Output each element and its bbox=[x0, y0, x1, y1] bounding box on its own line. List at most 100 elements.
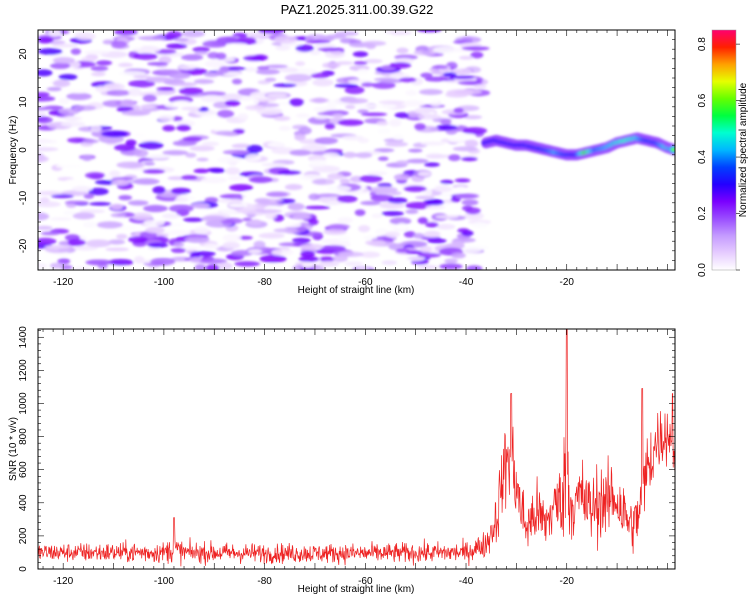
spectrogram-cell bbox=[318, 256, 336, 262]
spectrogram-cell bbox=[396, 248, 410, 253]
figure-title: PAZ1.2025.311.00.39.G22 bbox=[281, 2, 434, 17]
spectrogram-cell bbox=[90, 65, 109, 72]
spectrogram-cell bbox=[310, 72, 330, 79]
spectrogram-cell bbox=[133, 255, 145, 264]
spectrogram-cell bbox=[201, 176, 228, 184]
spectrogram-cell bbox=[181, 30, 205, 38]
spectrogram-cell bbox=[444, 33, 463, 39]
spectrogram-cell bbox=[128, 88, 142, 97]
spectrogram-cell bbox=[337, 119, 364, 126]
spectrogram-ytick-label: 0 bbox=[18, 147, 29, 153]
spectrogram-cell bbox=[305, 39, 331, 44]
spectrogram-cell bbox=[454, 193, 480, 199]
spectrogram-cell bbox=[180, 54, 204, 61]
spectrogram-cell bbox=[432, 46, 458, 54]
spectrogram-cell bbox=[359, 251, 381, 258]
spectrogram-frame bbox=[37, 29, 676, 271]
spectrogram-cell bbox=[231, 78, 243, 85]
spectrogram-cell bbox=[133, 132, 146, 138]
spectrogram-cell bbox=[448, 154, 461, 162]
spectrogram-cell bbox=[451, 252, 466, 259]
spectrogram-cell bbox=[231, 143, 251, 149]
spectrogram-cell bbox=[176, 124, 191, 132]
spectrogram-cell bbox=[453, 107, 464, 114]
spectrogram-cell bbox=[309, 50, 321, 56]
spectrogram-cell bbox=[161, 213, 181, 219]
spectrogram-cell bbox=[292, 237, 311, 243]
spectrogram-cell bbox=[222, 149, 250, 155]
spectrogram-cell bbox=[38, 95, 56, 102]
colorbar-tick: 0.6 bbox=[697, 93, 740, 108]
spectrogram-cell bbox=[181, 246, 202, 251]
spectrogram-cell bbox=[105, 247, 130, 252]
spectrogram-cell bbox=[354, 209, 366, 217]
spectrogram-cell bbox=[201, 215, 227, 222]
spectrogram-cell bbox=[345, 98, 369, 104]
spectrogram-cell bbox=[470, 51, 484, 59]
spectrogram-cell bbox=[228, 203, 248, 208]
spectrogram-cell bbox=[70, 48, 82, 55]
spectrogram-cell bbox=[394, 112, 409, 119]
spectrogram-cell bbox=[374, 148, 395, 153]
spectrogram-cell bbox=[193, 51, 208, 56]
spectrogram-cell bbox=[173, 242, 185, 248]
spectrogram-cell bbox=[227, 176, 245, 181]
spectrogram-cell bbox=[222, 233, 242, 242]
spectrogram-cell bbox=[337, 195, 358, 203]
spectrogram-xtick-label: -100 bbox=[154, 277, 174, 288]
spectrogram-cell bbox=[52, 79, 71, 88]
spectrogram-cell bbox=[220, 93, 244, 101]
spectrogram-cell bbox=[405, 201, 432, 210]
spectrogram-cell bbox=[403, 231, 416, 238]
spectrogram-cell bbox=[344, 86, 365, 95]
spectrogram-cell bbox=[74, 265, 91, 270]
spectrogram-cell bbox=[75, 32, 96, 41]
spectrogram-cell bbox=[162, 150, 189, 156]
spectrogram-cell bbox=[38, 37, 54, 44]
spectrogram-cell bbox=[300, 266, 315, 270]
spectrogram-cell bbox=[387, 197, 408, 204]
spectrogram-cell bbox=[229, 184, 254, 192]
spectrogram-cell bbox=[433, 186, 453, 193]
spectrogram-cell bbox=[209, 168, 226, 174]
spectrogram-cell bbox=[170, 82, 198, 87]
colorbar: 0.0 0.2 0.4 0.6 0.8 Normalized spectral ampl… bbox=[697, 29, 749, 277]
spectrogram-cell bbox=[200, 94, 223, 103]
spectrogram-cell bbox=[116, 233, 128, 240]
spectrogram-cell bbox=[147, 61, 169, 66]
spectrogram-cell bbox=[435, 124, 458, 131]
spectrogram-cell bbox=[416, 30, 442, 33]
spectrogram-cell bbox=[178, 64, 196, 71]
spectrogram-cell bbox=[267, 141, 287, 148]
spectrogram-cell bbox=[396, 47, 409, 54]
spectrogram-cell bbox=[96, 221, 124, 229]
spectrogram-cell bbox=[224, 99, 241, 107]
spectrogram-cell bbox=[138, 141, 164, 150]
spectrogram-cell bbox=[377, 32, 393, 38]
spectrogram-cell bbox=[85, 259, 113, 266]
spectrogram-cell bbox=[302, 261, 314, 269]
spectrogram-cell bbox=[424, 230, 441, 238]
spectrogram-cell bbox=[287, 202, 305, 211]
spectrogram-cell bbox=[66, 92, 92, 101]
spectrogram-cell bbox=[357, 68, 370, 76]
spectrogram-cell bbox=[246, 144, 263, 153]
spectrogram-cell bbox=[461, 199, 479, 206]
spectrogram-cell bbox=[398, 77, 417, 83]
spectrogram-cell bbox=[417, 217, 429, 224]
spectrogram-cell bbox=[378, 100, 406, 105]
spectrogram-cell bbox=[203, 72, 220, 78]
spectrogram-cell bbox=[90, 125, 102, 133]
spectrogram-ylabel: Frequency (Hz) bbox=[8, 116, 19, 185]
spectrogram-cell bbox=[323, 228, 347, 235]
spectrogram-cell bbox=[357, 109, 369, 114]
spectrogram-cell bbox=[417, 252, 441, 258]
spectrogram-cell bbox=[201, 141, 220, 147]
spectrogram-cell bbox=[218, 262, 233, 270]
spectrogram-cell bbox=[98, 135, 125, 144]
spectrogram-cell bbox=[279, 67, 299, 73]
spectrogram-heatmap bbox=[38, 30, 675, 270]
colorbar-tick: 0.0 bbox=[697, 263, 740, 277]
spectrogram-cell bbox=[300, 144, 327, 153]
spectrogram-cell bbox=[72, 212, 95, 220]
